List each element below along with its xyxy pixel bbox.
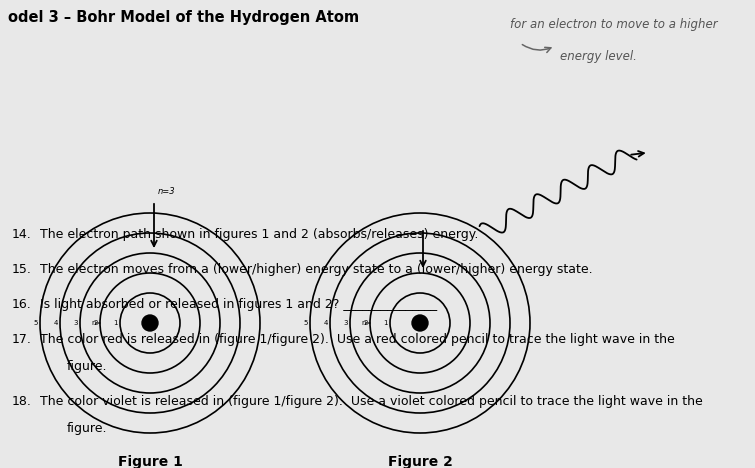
Text: 5: 5 <box>34 320 38 326</box>
Text: 18.: 18. <box>12 395 32 408</box>
Text: n=3: n=3 <box>158 187 176 196</box>
Text: 4: 4 <box>54 320 58 326</box>
Text: n=: n= <box>91 320 102 326</box>
Text: The electron path shown in figures 1 and 2 (absorbs/releases) energy.: The electron path shown in figures 1 and… <box>40 228 479 241</box>
Text: The color violet is released in (figure 1/figure 2).  Use a violet colored penci: The color violet is released in (figure … <box>40 395 703 408</box>
Text: figure.: figure. <box>67 422 107 435</box>
Text: 5: 5 <box>304 320 308 326</box>
Text: figure.: figure. <box>67 360 107 373</box>
Text: 1: 1 <box>384 320 388 326</box>
Text: odel 3 – Bohr Model of the Hydrogen Atom: odel 3 – Bohr Model of the Hydrogen Atom <box>8 10 359 25</box>
Text: Is light absorbed or released in figures 1 and 2? _______________: Is light absorbed or released in figures… <box>40 298 437 311</box>
Text: 3: 3 <box>73 320 78 326</box>
Text: 17.: 17. <box>12 333 32 346</box>
Text: 3: 3 <box>344 320 348 326</box>
Circle shape <box>412 315 428 331</box>
Text: The color red is released in (figure 1/figure 2).  Use a red colored pencil to t: The color red is released in (figure 1/f… <box>40 333 675 346</box>
Text: 2: 2 <box>94 320 98 326</box>
Text: 14.: 14. <box>12 228 32 241</box>
Text: Figure 1: Figure 1 <box>118 455 183 468</box>
Text: Figure 2: Figure 2 <box>387 455 452 468</box>
Text: 2: 2 <box>364 320 368 326</box>
Circle shape <box>142 315 158 331</box>
Text: n=: n= <box>362 320 372 326</box>
Text: The electron moves from a (lower/higher) energy state to a (lower/higher) energy: The electron moves from a (lower/higher)… <box>40 263 593 276</box>
Text: 4: 4 <box>324 320 328 326</box>
Text: 15.: 15. <box>12 263 32 276</box>
Text: for an electron to move to a higher: for an electron to move to a higher <box>510 18 717 31</box>
Text: 16.: 16. <box>12 298 32 311</box>
Text: energy level.: energy level. <box>560 50 637 63</box>
Text: 1: 1 <box>113 320 118 326</box>
